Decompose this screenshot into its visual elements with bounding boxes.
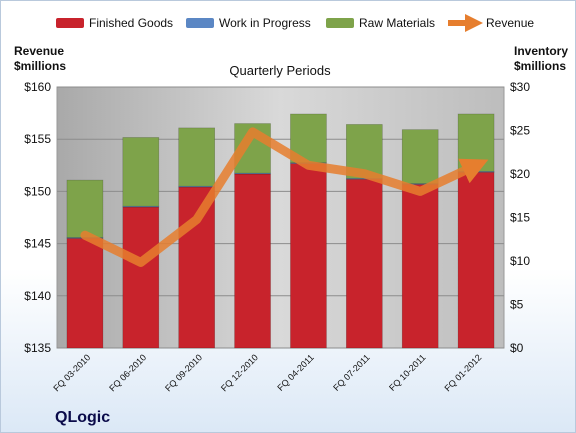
- left-tick-label: $145: [24, 237, 51, 251]
- bar-finished-goods: [178, 186, 215, 349]
- right-tick-label: $10: [510, 254, 530, 268]
- left-axis-title-line2: $millions: [14, 59, 66, 73]
- left-tick-label: $150: [24, 184, 51, 198]
- legend: Finished Goods Work in Progress Raw Mate…: [56, 14, 534, 32]
- revenue-line: [80, 127, 489, 267]
- bar-finished-goods: [290, 163, 327, 349]
- chart-title: Quarterly Periods: [229, 63, 331, 78]
- x-tick-label: FQ 04-2011: [275, 352, 316, 393]
- left-tick-label: $135: [24, 341, 51, 355]
- bar-finished-goods: [401, 184, 439, 349]
- left-tick-label: $140: [24, 289, 51, 303]
- bar-finished-goods: [457, 171, 495, 349]
- right-axis-ticks: $0 $5 $10 $15 $20 $25 $30: [510, 80, 530, 355]
- x-tick-label: FQ 07-2011: [331, 352, 372, 393]
- brand-label: QLogic: [55, 409, 110, 426]
- bar-raw-materials: [401, 129, 439, 184]
- right-tick-label: $20: [510, 167, 530, 181]
- left-tick-label: $160: [24, 80, 51, 94]
- right-tick-label: $25: [510, 124, 530, 138]
- left-axis-title-line1: Revenue: [14, 44, 64, 58]
- legend-swatch-finished-goods: [56, 18, 84, 28]
- legend-swatch-work-in-progress: [186, 18, 214, 28]
- right-tick-label: $30: [510, 80, 530, 94]
- legend-label-raw-materials: Raw Materials: [359, 16, 435, 30]
- x-tick-label: FQ 12-2010: [219, 352, 260, 393]
- bar-finished-goods: [234, 173, 271, 349]
- left-tick-label: $155: [24, 132, 51, 146]
- legend-swatch-raw-materials: [326, 18, 354, 28]
- x-tick-label: FQ 03-2010: [51, 352, 92, 393]
- right-tick-label: $0: [510, 341, 524, 355]
- revenue-series-line: [80, 127, 489, 267]
- bar-finished-goods: [346, 178, 383, 349]
- right-axis-title-line1: Inventory: [514, 44, 568, 58]
- bar-raw-materials: [178, 127, 215, 187]
- x-tick-label: FQ 09-2010: [163, 352, 204, 393]
- right-tick-label: $5: [510, 298, 524, 312]
- x-tick-label: FQ 06-2010: [107, 352, 148, 393]
- right-axis-title-line2: $millions: [514, 59, 566, 73]
- bar-finished-goods: [122, 206, 160, 349]
- x-tick-label: FQ 10-2011: [387, 352, 428, 393]
- bar-raw-materials: [66, 179, 104, 238]
- bar-raw-materials: [122, 137, 160, 207]
- left-axis-ticks: $135 $140 $145 $150 $155 $160: [24, 80, 51, 355]
- legend-label-finished-goods: Finished Goods: [89, 16, 173, 30]
- bar-finished-goods: [66, 238, 104, 349]
- right-tick-label: $15: [510, 211, 530, 225]
- legend-label-revenue: Revenue: [486, 16, 534, 30]
- legend-label-work-in-progress: Work in Progress: [219, 16, 311, 30]
- x-axis-ticks: FQ 03-2010 FQ 06-2010 FQ 09-2010 FQ 12-2010…: [51, 352, 483, 393]
- x-tick-label: FQ 01-2012: [442, 352, 483, 393]
